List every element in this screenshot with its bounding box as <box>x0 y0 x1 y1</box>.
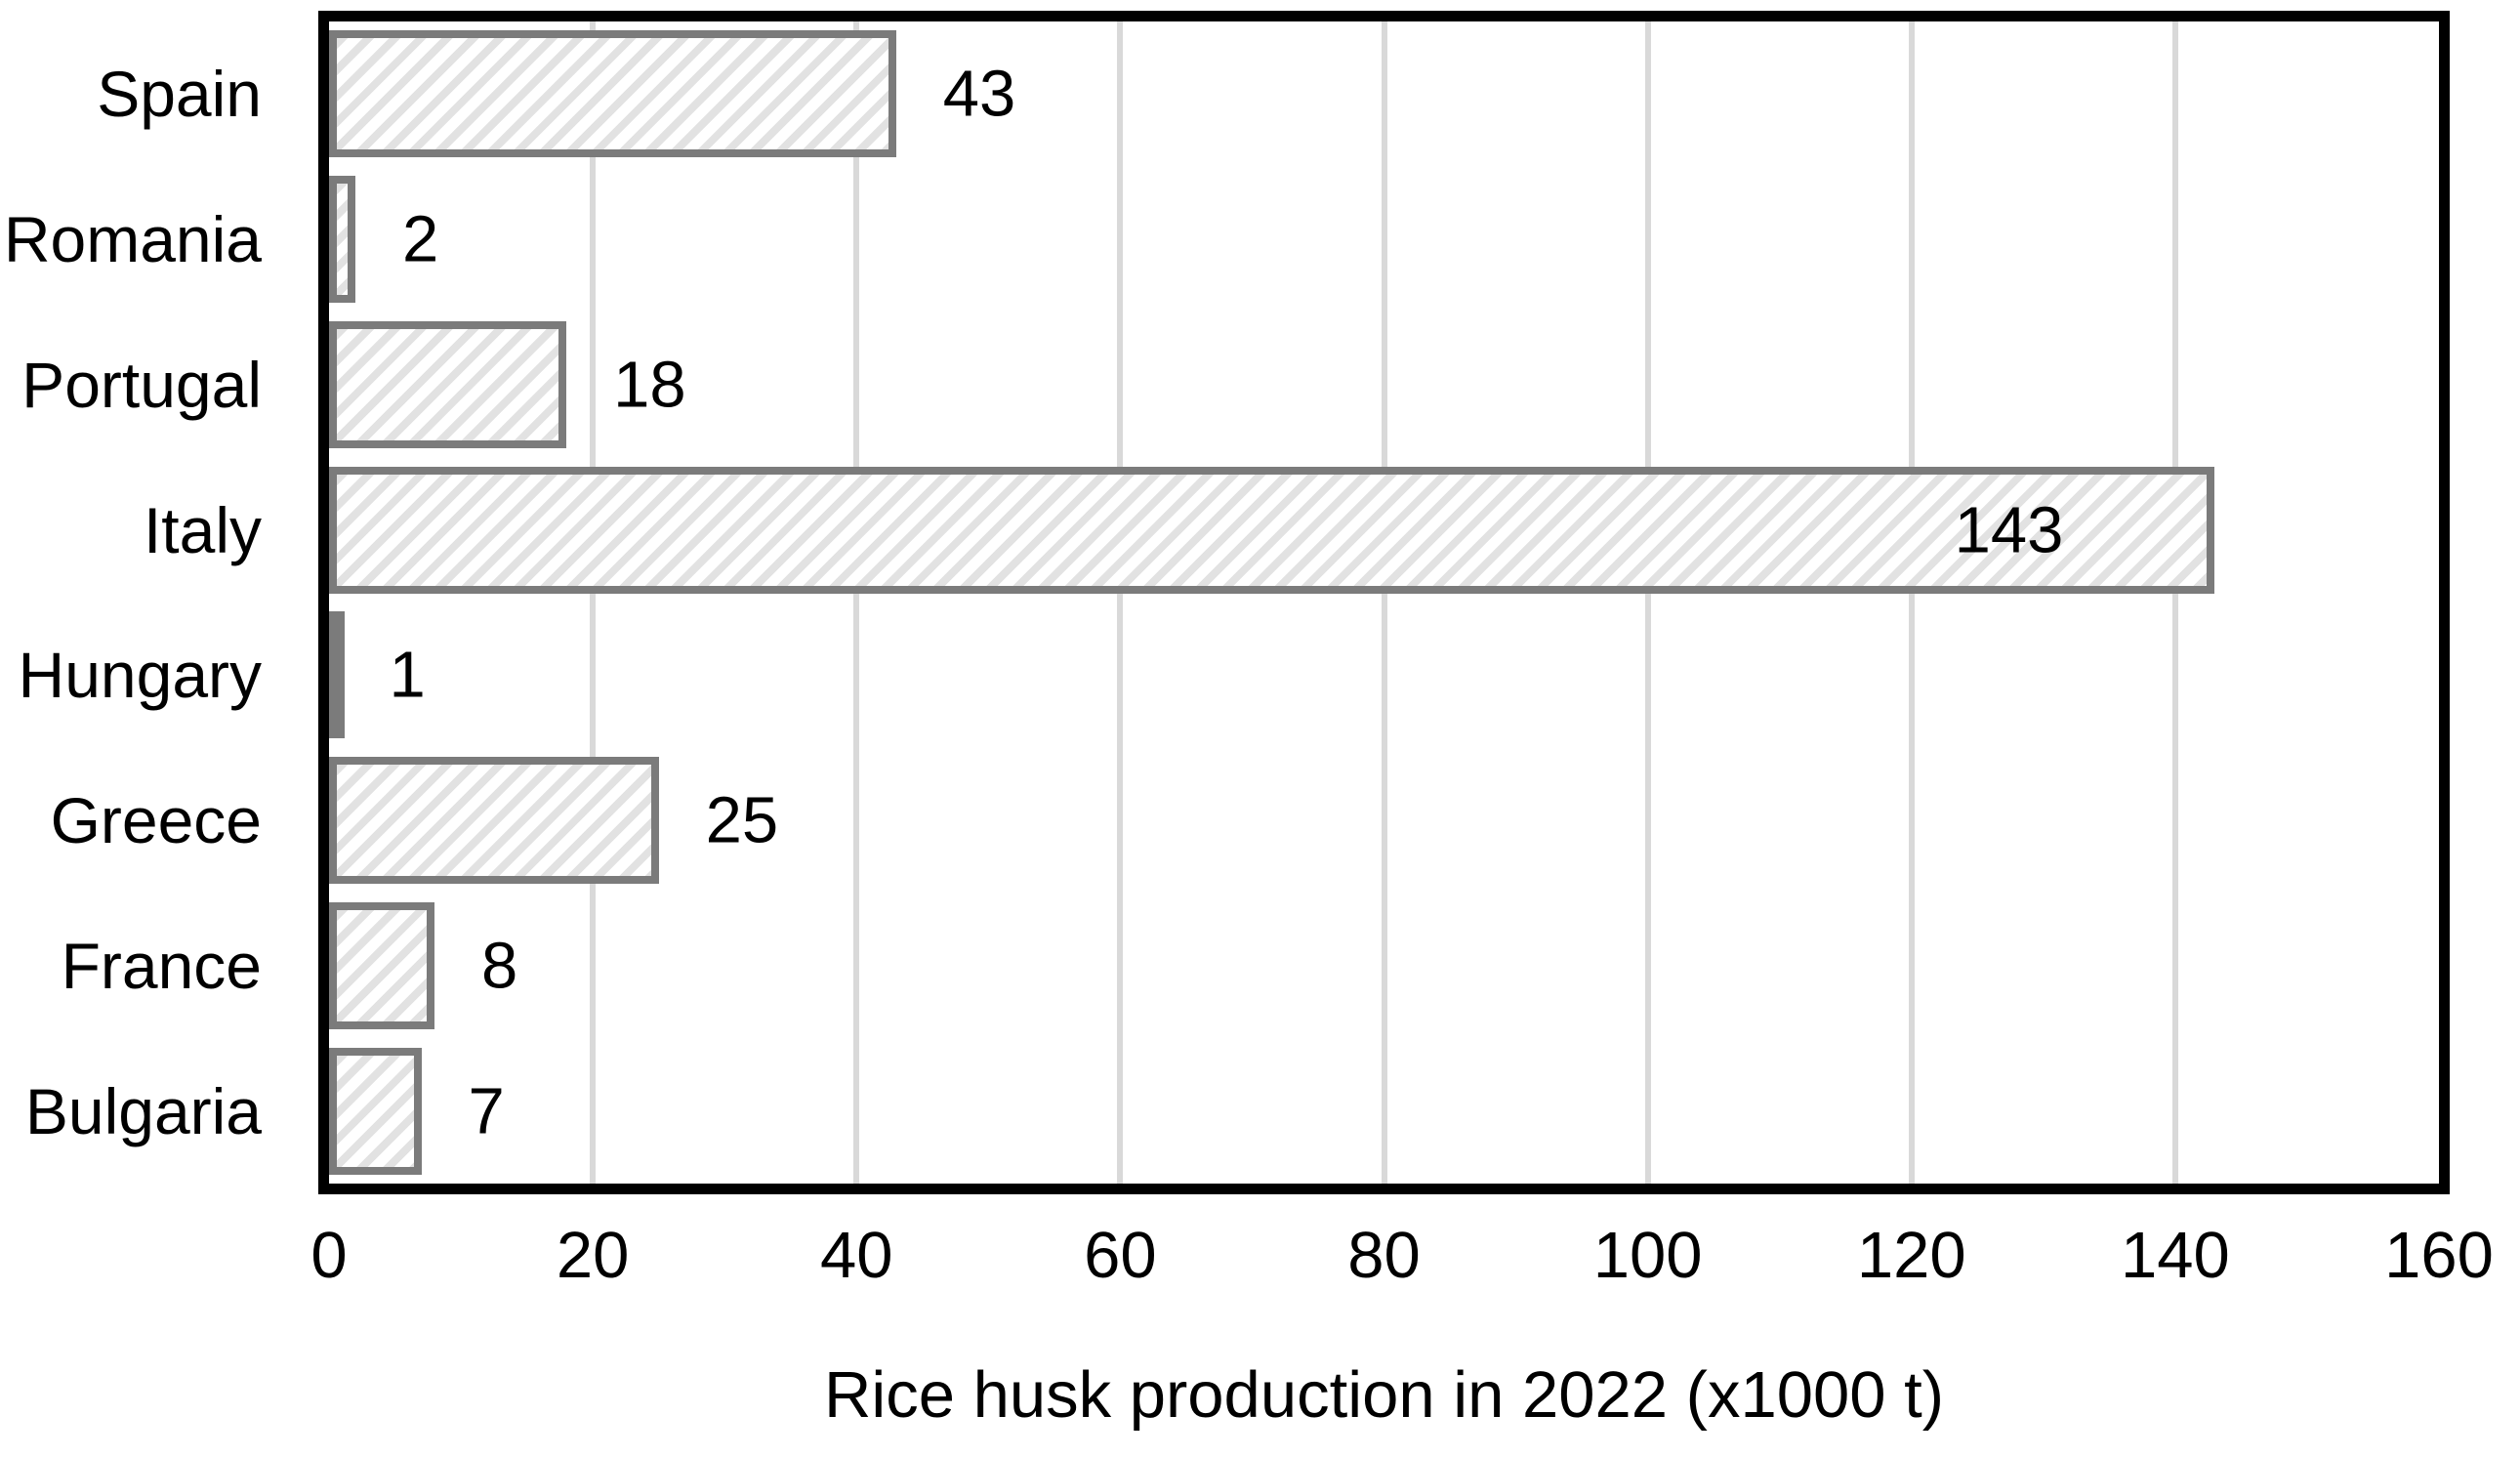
x-tick-60: 60 <box>1084 1219 1157 1292</box>
value-label-bulgaria: 7 <box>468 1074 505 1148</box>
x-tick-120: 120 <box>1856 1219 1966 1292</box>
gridline-140 <box>2171 21 2178 1184</box>
x-tick-20: 20 <box>556 1219 630 1292</box>
y-axis-label-italy: Italy <box>143 493 262 566</box>
x-tick-0: 0 <box>310 1219 348 1292</box>
gridline-40 <box>853 21 860 1184</box>
value-label-portugal: 18 <box>613 348 686 422</box>
y-axis-label-hungary: Hungary <box>18 639 262 712</box>
gridline-60 <box>1117 21 1124 1184</box>
x-axis-title: Rice husk production in 2022 (x1000 t) <box>823 1358 1945 1432</box>
plot-area: 43 2 18 143 1 25 8 7 <box>318 11 2450 1194</box>
x-tick-40: 40 <box>819 1219 893 1292</box>
gridline-20 <box>590 21 597 1184</box>
x-tick-80: 80 <box>1347 1219 1421 1292</box>
y-axis-category-labels: Spain Romania Portugal Italy Hungary Greece Fr… <box>0 21 262 1184</box>
y-axis-label-romania: Romania <box>3 203 262 276</box>
bar-italy <box>329 466 2215 594</box>
bar-spain <box>329 30 896 158</box>
value-label-italy: 143 <box>1954 493 2064 567</box>
bar-bulgaria <box>329 1047 422 1175</box>
y-axis-label-france: France <box>61 929 262 1002</box>
bar-greece <box>329 757 659 885</box>
y-axis-label-bulgaria: Bulgaria <box>24 1074 262 1147</box>
value-label-spain: 43 <box>942 57 1016 131</box>
value-label-hungary: 1 <box>389 638 426 712</box>
x-tick-160: 160 <box>2384 1219 2494 1292</box>
value-label-france: 8 <box>481 929 518 1003</box>
x-tick-100: 100 <box>1592 1219 1703 1292</box>
gridline-80 <box>1381 21 1387 1184</box>
bar-romania <box>329 176 355 304</box>
value-label-romania: 2 <box>402 202 439 276</box>
gridline-100 <box>1644 21 1651 1184</box>
bar-france <box>329 901 435 1029</box>
y-axis-label-portugal: Portugal <box>21 348 262 421</box>
y-axis-label-greece: Greece <box>50 784 262 857</box>
value-label-greece: 25 <box>705 783 779 857</box>
bar-portugal <box>329 320 567 448</box>
bar-hungary <box>329 611 345 739</box>
x-tick-140: 140 <box>2120 1219 2230 1292</box>
y-axis-label-spain: Spain <box>97 58 262 131</box>
gridline-120 <box>1908 21 1915 1184</box>
